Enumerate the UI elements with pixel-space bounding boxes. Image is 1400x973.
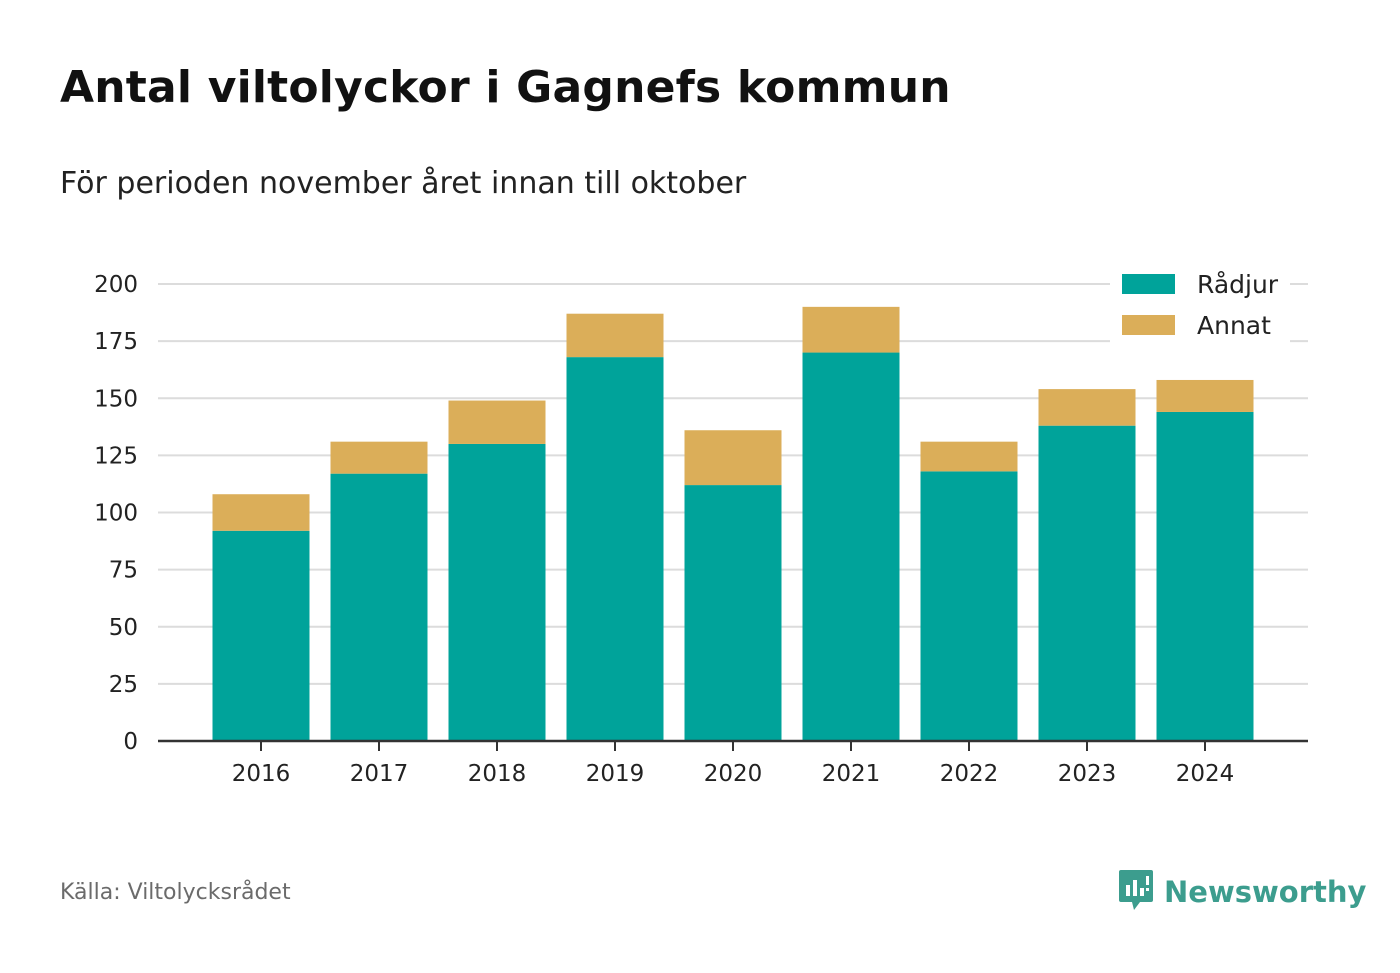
bar-2019-annat <box>566 313 664 358</box>
x-tick-label: 2023 <box>1058 761 1117 787</box>
bar-2019-radjur <box>566 357 664 741</box>
chart-title: Antal viltolyckor i Gagnefs kommun <box>60 62 951 113</box>
bar-2023-annat <box>1038 389 1136 426</box>
bar-2022-annat <box>920 441 1018 472</box>
x-tick-label: 2018 <box>468 761 527 787</box>
y-tick-label: 200 <box>94 272 138 298</box>
legend-label: Rådjur <box>1197 270 1279 299</box>
source-note: Källa: Viltolycksrådet <box>60 880 291 905</box>
legend-label: Annat <box>1197 311 1271 340</box>
y-tick-label: 0 <box>123 729 138 755</box>
y-tick-label: 125 <box>94 443 138 469</box>
y-tick-label: 150 <box>94 386 138 412</box>
bar-2021-annat <box>802 306 900 353</box>
x-tick-label: 2020 <box>704 761 763 787</box>
x-tick-label: 2021 <box>822 761 881 787</box>
bars <box>212 306 1254 741</box>
bar-2023-radjur <box>1038 425 1136 741</box>
y-axis-ticks: 0 25 50 75 100 125 150 175 200 <box>94 272 138 755</box>
x-tick-label: 2017 <box>350 761 409 787</box>
brand-name: Newsworthy <box>1164 875 1367 909</box>
x-tick-label: 2022 <box>940 761 999 787</box>
bar-2016-annat <box>212 494 310 531</box>
bar-2020-radjur <box>684 485 782 741</box>
y-tick-label: 100 <box>94 501 138 527</box>
bar-2024-annat <box>1156 379 1254 412</box>
bar-2017-radjur <box>330 473 428 741</box>
x-tick-label: 2016 <box>232 761 291 787</box>
legend-swatch <box>1122 274 1175 294</box>
x-axis-ticks: 2016 2017 2018 2019 2020 2021 2022 2023 2024 <box>232 741 1235 787</box>
chart-subtitle: För perioden november året innan till ok… <box>60 166 747 201</box>
x-tick-label: 2019 <box>586 761 645 787</box>
bar-2024-radjur <box>1156 411 1254 741</box>
bar-2018-radjur <box>448 443 546 741</box>
bar-2018-annat <box>448 400 546 444</box>
y-tick-label: 75 <box>109 558 138 584</box>
bar-2020-annat <box>684 430 782 486</box>
y-tick-label: 175 <box>94 329 138 355</box>
bar-2021-radjur <box>802 352 900 741</box>
y-tick-label: 50 <box>109 615 138 641</box>
legend-swatch <box>1122 315 1175 335</box>
newsworthy-logo-icon <box>1118 868 1154 916</box>
y-tick-label: 25 <box>109 672 138 698</box>
legend: Rådjur Annat <box>1110 263 1290 343</box>
bar-2017-annat <box>330 441 428 474</box>
brand-logo: Newsworthy <box>1118 868 1366 916</box>
bar-2022-radjur <box>920 471 1018 741</box>
bar-2016-radjur <box>212 530 310 741</box>
x-tick-label: 2024 <box>1176 761 1235 787</box>
